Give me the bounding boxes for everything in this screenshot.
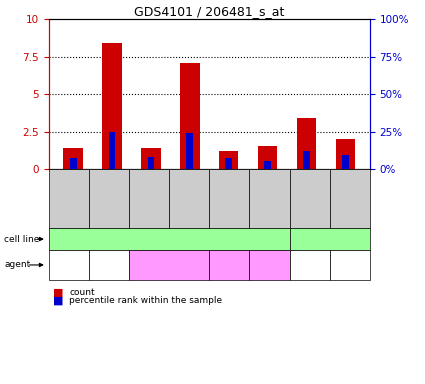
Text: anti-CD2
4 mAb: anti-CD2 4 mAb: [294, 258, 326, 271]
Text: GSM377677: GSM377677: [144, 173, 154, 224]
Bar: [63, 148, 83, 169]
Text: GSM377675: GSM377675: [265, 173, 274, 224]
Bar: [109, 131, 116, 169]
Bar: [147, 157, 154, 169]
Bar: [336, 139, 355, 169]
Text: control
shRNA: control shRNA: [257, 258, 282, 271]
Text: percentile rank within the sample: percentile rank within the sample: [69, 296, 222, 305]
Text: GSM377678: GSM377678: [185, 173, 194, 224]
Text: agent: agent: [4, 260, 31, 270]
Text: GSM377671: GSM377671: [105, 173, 113, 224]
Text: GSM377674: GSM377674: [305, 173, 314, 224]
Text: anti-CD2
4 mAb: anti-CD2 4 mAb: [53, 258, 85, 271]
Text: GSM377673: GSM377673: [345, 173, 354, 224]
Text: 2 anti-CD24
shRNA vectors: 2 anti-CD24 shRNA vectors: [143, 258, 196, 271]
Text: GSM377672: GSM377672: [65, 173, 74, 224]
Bar: [342, 156, 349, 169]
Text: Colo357,
pancreas-derived: Colo357, pancreas-derived: [290, 229, 369, 249]
Text: ■: ■: [53, 288, 64, 298]
Text: count: count: [69, 288, 95, 297]
Bar: [180, 63, 200, 169]
Bar: [70, 159, 76, 169]
Bar: [297, 118, 316, 169]
Bar: [303, 151, 310, 169]
Text: ■: ■: [53, 295, 64, 305]
Text: no treatm
ent: no treatm ent: [332, 258, 368, 271]
Bar: [264, 161, 271, 169]
Text: cell line: cell line: [4, 235, 40, 243]
Bar: [258, 146, 278, 169]
Bar: [219, 151, 238, 169]
Text: no treatm
ent: no treatm ent: [91, 258, 127, 271]
Title: GDS4101 / 206481_s_at: GDS4101 / 206481_s_at: [134, 5, 284, 18]
Bar: [187, 133, 193, 169]
Bar: [141, 148, 161, 169]
Text: anti-CD2
4 shRNA
vector: anti-CD2 4 shRNA vector: [213, 255, 245, 275]
Text: GSM377676: GSM377676: [225, 173, 234, 224]
Bar: [225, 159, 232, 169]
Bar: [102, 43, 122, 169]
Text: HT29, colon-derived: HT29, colon-derived: [124, 235, 215, 243]
